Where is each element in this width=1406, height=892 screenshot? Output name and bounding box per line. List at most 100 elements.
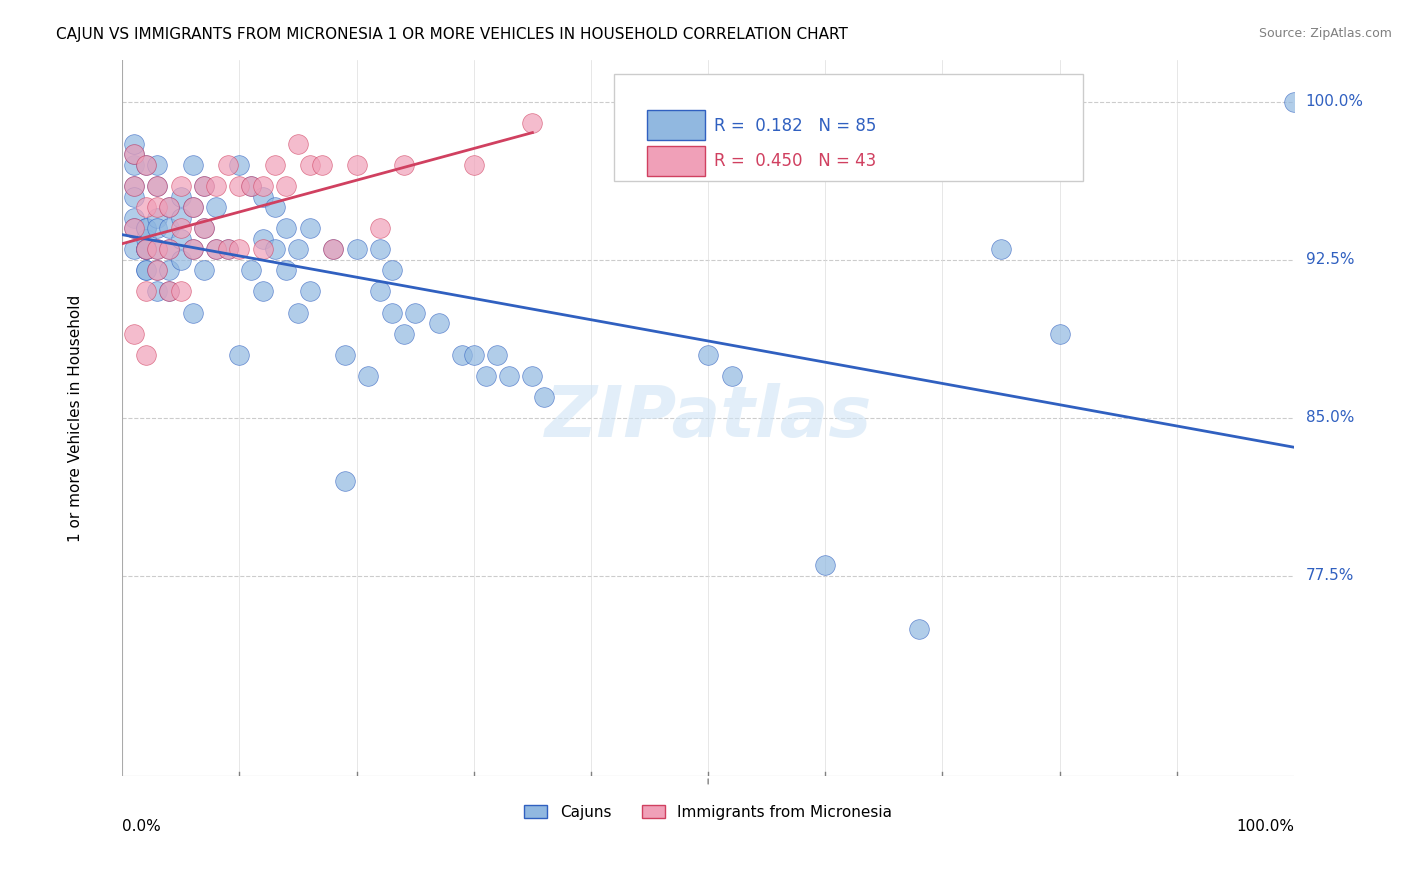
Immigrants from Micronesia xyxy=(240,179,263,194)
Cajuns xyxy=(522,368,544,383)
Cajuns xyxy=(368,242,391,256)
Immigrants from Micronesia xyxy=(146,263,169,277)
Cajuns xyxy=(122,211,145,225)
Immigrants from Micronesia xyxy=(157,242,180,256)
Immigrants from Micronesia xyxy=(252,179,274,194)
Immigrants from Micronesia xyxy=(463,158,485,172)
Cajuns xyxy=(170,211,193,225)
Cajuns xyxy=(146,285,169,299)
Immigrants from Micronesia xyxy=(122,221,145,235)
Cajuns xyxy=(122,189,145,203)
Cajuns xyxy=(135,263,157,277)
Cajuns xyxy=(157,221,180,235)
Cajuns xyxy=(228,348,250,362)
Cajuns xyxy=(181,200,204,214)
Cajuns xyxy=(193,263,215,277)
Cajuns xyxy=(333,348,356,362)
Cajuns xyxy=(135,242,157,256)
Cajuns xyxy=(135,242,157,256)
Text: R =  0.450   N = 43: R = 0.450 N = 43 xyxy=(714,153,876,170)
Immigrants from Micronesia xyxy=(122,147,145,161)
Cajuns xyxy=(298,285,321,299)
Immigrants from Micronesia xyxy=(263,158,285,172)
Immigrants from Micronesia xyxy=(146,242,169,256)
FancyBboxPatch shape xyxy=(647,110,704,140)
Immigrants from Micronesia xyxy=(322,242,344,256)
Immigrants from Micronesia xyxy=(228,242,250,256)
Cajuns xyxy=(474,368,496,383)
Cajuns xyxy=(814,558,837,573)
Text: R =  0.182   N = 85: R = 0.182 N = 85 xyxy=(714,117,876,135)
Cajuns xyxy=(135,221,157,235)
Cajuns xyxy=(357,368,380,383)
Cajuns xyxy=(404,305,426,319)
Immigrants from Micronesia xyxy=(181,242,204,256)
Immigrants from Micronesia xyxy=(122,179,145,194)
Immigrants from Micronesia xyxy=(122,326,145,341)
Cajuns xyxy=(135,263,157,277)
Cajuns xyxy=(451,348,474,362)
Immigrants from Micronesia xyxy=(146,200,169,214)
FancyBboxPatch shape xyxy=(614,74,1083,181)
Cajuns xyxy=(252,285,274,299)
Cajuns xyxy=(205,200,228,214)
Cajuns xyxy=(122,179,145,194)
Cajuns xyxy=(697,348,720,362)
Text: ZIPatlas: ZIPatlas xyxy=(544,384,872,452)
Cajuns xyxy=(263,242,285,256)
Cajuns xyxy=(135,232,157,246)
Text: CAJUN VS IMMIGRANTS FROM MICRONESIA 1 OR MORE VEHICLES IN HOUSEHOLD CORRELATION : CAJUN VS IMMIGRANTS FROM MICRONESIA 1 OR… xyxy=(56,27,848,42)
Cajuns xyxy=(276,263,298,277)
Immigrants from Micronesia xyxy=(135,242,157,256)
Cajuns xyxy=(181,158,204,172)
FancyBboxPatch shape xyxy=(647,145,704,176)
Cajuns xyxy=(322,242,344,256)
Immigrants from Micronesia xyxy=(228,179,250,194)
Cajuns xyxy=(135,221,157,235)
Cajuns xyxy=(381,305,404,319)
Cajuns xyxy=(122,221,145,235)
Cajuns xyxy=(170,189,193,203)
Text: 1 or more Vehicles in Household: 1 or more Vehicles in Household xyxy=(67,294,83,541)
Legend: Cajuns, Immigrants from Micronesia: Cajuns, Immigrants from Micronesia xyxy=(519,798,898,826)
Cajuns xyxy=(135,242,157,256)
Cajuns xyxy=(392,326,415,341)
Cajuns xyxy=(122,136,145,151)
Cajuns xyxy=(720,368,742,383)
Cajuns xyxy=(240,179,263,194)
Immigrants from Micronesia xyxy=(298,158,321,172)
Immigrants from Micronesia xyxy=(157,200,180,214)
Immigrants from Micronesia xyxy=(193,221,215,235)
Cajuns xyxy=(346,242,368,256)
Cajuns xyxy=(381,263,404,277)
Cajuns xyxy=(181,305,204,319)
Cajuns xyxy=(205,242,228,256)
Cajuns xyxy=(908,622,931,636)
Text: 100.0%: 100.0% xyxy=(1306,95,1364,109)
Cajuns xyxy=(122,242,145,256)
Text: Source: ZipAtlas.com: Source: ZipAtlas.com xyxy=(1258,27,1392,40)
Cajuns xyxy=(298,221,321,235)
Cajuns xyxy=(228,158,250,172)
Cajuns xyxy=(252,189,274,203)
Cajuns xyxy=(193,179,215,194)
Cajuns xyxy=(287,305,309,319)
Cajuns xyxy=(157,263,180,277)
Immigrants from Micronesia xyxy=(217,158,239,172)
Cajuns xyxy=(263,200,285,214)
Cajuns xyxy=(252,232,274,246)
Cajuns xyxy=(170,252,193,267)
Immigrants from Micronesia xyxy=(276,179,298,194)
Immigrants from Micronesia xyxy=(346,158,368,172)
Text: 0.0%: 0.0% xyxy=(122,819,162,834)
Cajuns xyxy=(533,390,555,404)
Cajuns xyxy=(122,158,145,172)
Cajuns xyxy=(157,200,180,214)
Immigrants from Micronesia xyxy=(252,242,274,256)
Immigrants from Micronesia xyxy=(392,158,415,172)
Cajuns xyxy=(427,316,450,330)
Cajuns xyxy=(368,285,391,299)
Immigrants from Micronesia xyxy=(287,136,309,151)
Text: 85.0%: 85.0% xyxy=(1306,410,1354,425)
Cajuns xyxy=(157,242,180,256)
